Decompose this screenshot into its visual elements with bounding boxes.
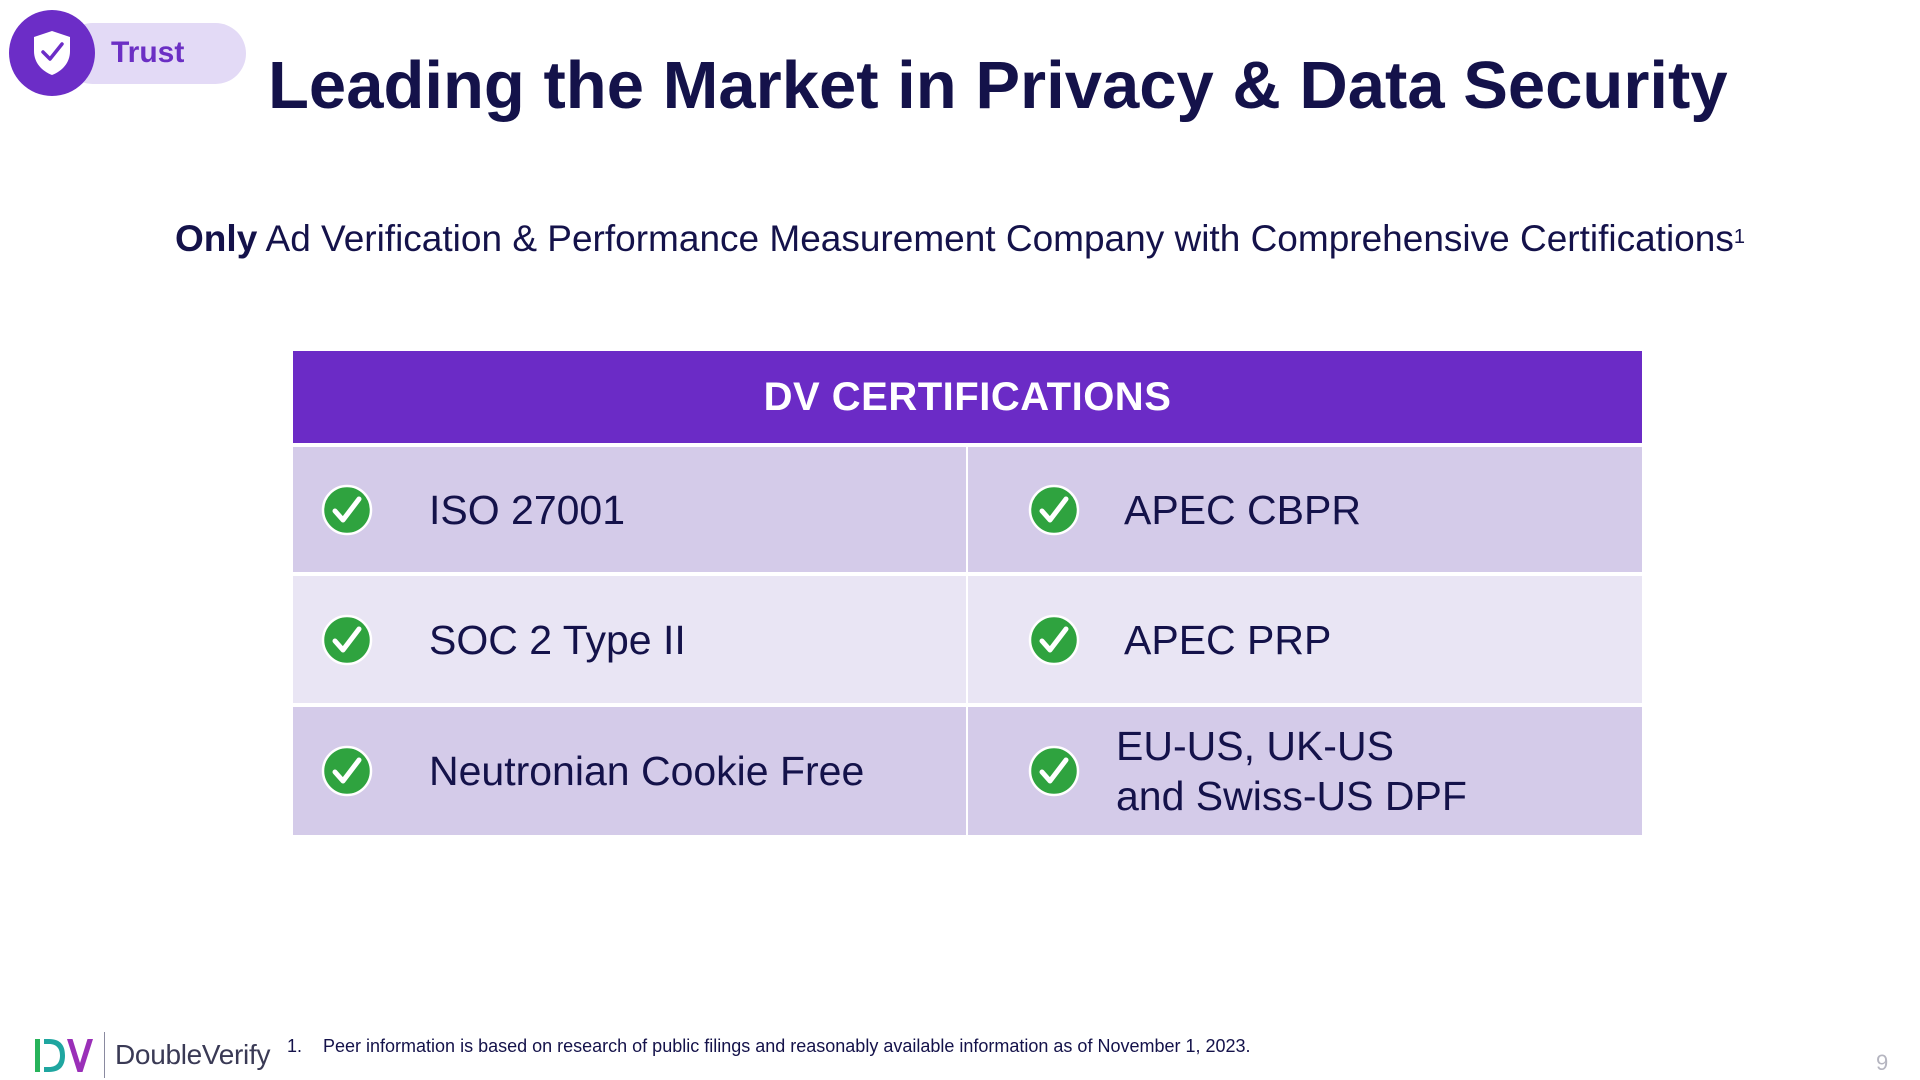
check-icon xyxy=(1028,484,1080,535)
table-row: SOC 2 Type II APEC PRP xyxy=(293,576,1642,703)
footnote-text: Peer information is based on research of… xyxy=(323,1036,1251,1056)
shield-check-icon xyxy=(9,10,95,96)
check-icon xyxy=(1028,745,1080,797)
check-icon xyxy=(321,745,373,797)
check-icon xyxy=(1028,614,1080,665)
certifications-table: DV CERTIFICATIONS ISO 27001 APEC CBPR SO… xyxy=(293,351,1642,835)
certification-cell: SOC 2 Type II xyxy=(293,576,966,703)
check-icon xyxy=(321,484,373,535)
check-icon xyxy=(321,614,373,665)
footnote: 1. Peer information is based on research … xyxy=(287,1036,1251,1057)
logo-divider xyxy=(104,1032,105,1078)
footnote-number: 1. xyxy=(287,1036,303,1056)
subtitle-emphasis: Only xyxy=(175,218,258,259)
certification-label: EU-US, UK-US and Swiss-US DPF xyxy=(1116,723,1467,819)
trust-badge-label: Trust xyxy=(111,36,185,69)
subtitle-text: Ad Verification & Performance Measuremen… xyxy=(257,218,1734,259)
certification-cell: Neutronian Cookie Free xyxy=(293,707,966,835)
footnote-reference: 1 xyxy=(1733,226,1745,248)
certification-cell: ISO 27001 xyxy=(293,447,966,572)
dv-logo-mark xyxy=(35,1039,93,1072)
table-row: Neutronian Cookie Free EU-US, UK-US and … xyxy=(293,707,1642,835)
certification-cell: APEC PRP xyxy=(968,576,1642,703)
page-title: Leading the Market in Privacy & Data Sec… xyxy=(268,48,1728,123)
certification-label: SOC 2 Type II xyxy=(429,616,686,663)
logo-wordmark: DoubleVerify xyxy=(115,1039,271,1070)
certifications-header: DV CERTIFICATIONS xyxy=(293,351,1642,443)
table-row: ISO 27001 APEC CBPR xyxy=(293,447,1642,572)
certification-cell: APEC CBPR xyxy=(968,447,1642,572)
certification-cell: EU-US, UK-US and Swiss-US DPF xyxy=(968,707,1642,835)
certification-label: APEC PRP xyxy=(1124,616,1332,663)
certification-label: Neutronian Cookie Free xyxy=(429,748,865,794)
subtitle: Only Ad Verification & Performance Measu… xyxy=(0,215,1920,263)
page-number: 9 xyxy=(1876,1050,1889,1075)
certification-label: ISO 27001 xyxy=(429,486,626,533)
certification-label: APEC CBPR xyxy=(1124,486,1361,533)
